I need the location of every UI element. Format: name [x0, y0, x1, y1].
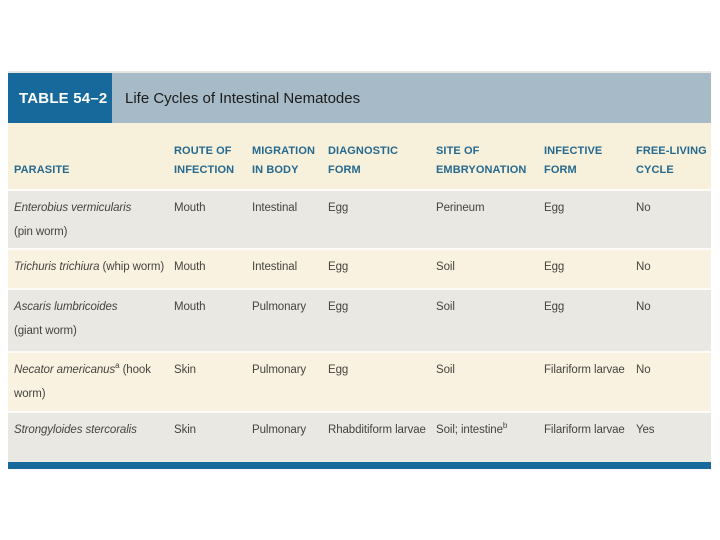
- cell-site: Soil: [436, 261, 455, 273]
- cell-route: Mouth: [174, 301, 206, 313]
- cell-diagnostic: Egg: [328, 261, 349, 273]
- table-header: PARASITE ROUTE OF INFECTION MIGRATION IN…: [8, 123, 711, 190]
- cell-migration: Intestinal: [252, 202, 298, 214]
- cell-parasite: Enterobius vermicularis (pin worm): [8, 190, 168, 249]
- header-line: INFECTION: [174, 164, 235, 176]
- header-line: IN BODY: [252, 164, 299, 176]
- cell-route: Skin: [174, 364, 196, 376]
- cell-infective: Filariform larvae: [544, 424, 625, 436]
- species-name: Ascaris lumbricoides: [14, 301, 118, 313]
- cell-migration: Pulmonary: [252, 364, 307, 376]
- cell-site: Soil: [436, 364, 455, 376]
- column-header-free-living: FREE-LIVING CYCLE: [630, 123, 711, 190]
- cell-parasite: Trichuris trichiura (whip worm): [8, 249, 168, 289]
- column-header-migration: MIGRATION IN BODY: [246, 123, 322, 190]
- species-name: Enterobius vermicularis: [14, 202, 132, 214]
- header-line: DIAGNOSTIC: [328, 145, 399, 157]
- species-name: Trichuris trichiura: [14, 261, 100, 273]
- cell-free-living: No: [636, 364, 651, 376]
- cell-free-living: No: [636, 301, 651, 313]
- table-row-necator: Necator americanusa (hook worm) Skin Pul…: [8, 352, 711, 412]
- cell-infective: Egg: [544, 261, 565, 273]
- life-cycles-table: PARASITE ROUTE OF INFECTION MIGRATION IN…: [8, 123, 711, 462]
- column-header-parasite: PARASITE: [8, 123, 168, 190]
- header-line: FORM: [328, 164, 361, 176]
- cell-diagnostic: Egg: [328, 202, 349, 214]
- common-name: (giant worm): [14, 325, 77, 337]
- cell-parasite: Strongyloides stercoralis: [8, 412, 168, 462]
- cell-site: Soil: [436, 301, 455, 313]
- table-body: Enterobius vermicularis (pin worm) Mouth …: [8, 190, 711, 462]
- cell-diagnostic: Egg: [328, 301, 349, 313]
- nematode-table: TABLE 54–2 Life Cycles of Intestinal Nem…: [8, 71, 711, 469]
- table-number-tag: TABLE 54–2: [8, 73, 112, 123]
- species-name: Necator americanus: [14, 364, 116, 376]
- cell-parasite: Ascaris lumbricoides (giant worm): [8, 289, 168, 352]
- column-header-infective: INFECTIVE FORM: [538, 123, 630, 190]
- table-bottom-rule: [8, 462, 711, 469]
- cell-site: Perineum: [436, 202, 485, 214]
- cell-migration: Intestinal: [252, 261, 298, 273]
- column-header-route: ROUTE OF INFECTION: [168, 123, 246, 190]
- cell-infective: Filariform larvae: [544, 364, 625, 376]
- cell-free-living: No: [636, 202, 651, 214]
- cell-free-living: No: [636, 261, 651, 273]
- cell-migration: Pulmonary: [252, 301, 307, 313]
- header-line: FREE-LIVING: [636, 145, 707, 157]
- header-line: PARASITE: [14, 164, 70, 176]
- header-line: CYCLE: [636, 164, 674, 176]
- cell-route: Mouth: [174, 202, 206, 214]
- common-name: (whip worm): [102, 261, 165, 273]
- table-row-strongyloides: Strongyloides stercoralis Skin Pulmonary…: [8, 412, 711, 462]
- header-line: FORM: [544, 164, 577, 176]
- header-line: ROUTE OF: [174, 145, 232, 157]
- table-title-bar: TABLE 54–2 Life Cycles of Intestinal Nem…: [8, 73, 711, 123]
- cell-site: Soil; intestineb: [430, 412, 538, 462]
- cell-infective: Egg: [544, 301, 565, 313]
- column-header-diagnostic: DIAGNOSTIC FORM: [322, 123, 430, 190]
- cell-diagnostic: Egg: [328, 364, 349, 376]
- common-name: (hook worm): [14, 364, 151, 400]
- site-text: Soil; intestine: [436, 424, 503, 436]
- table-title-text: Life Cycles of Intestinal Nematodes: [112, 73, 711, 123]
- cell-infective: Egg: [544, 202, 565, 214]
- cell-parasite: Necator americanusa (hook worm): [8, 352, 168, 412]
- cell-diagnostic: Rhabditiform larvae: [328, 424, 426, 436]
- cell-route: Mouth: [174, 261, 206, 273]
- column-header-embryonation: SITE OF EMBRYONATION: [430, 123, 538, 190]
- table-row-enterobius: Enterobius vermicularis (pin worm) Mouth …: [8, 190, 711, 249]
- footnote-marker: a: [115, 361, 120, 371]
- table-row-ascaris: Ascaris lumbricoides (giant worm) Mouth P…: [8, 289, 711, 352]
- header-line: SITE OF: [436, 145, 480, 157]
- cell-free-living: Yes: [636, 424, 655, 436]
- header-line: MIGRATION: [252, 145, 316, 157]
- footnote-marker: b: [502, 421, 508, 431]
- cell-route: Skin: [174, 424, 196, 436]
- cell-migration: Pulmonary: [252, 424, 307, 436]
- common-name: (pin worm): [14, 226, 68, 238]
- header-row: PARASITE ROUTE OF INFECTION MIGRATION IN…: [8, 123, 711, 190]
- header-line: EMBRYONATION: [436, 164, 527, 176]
- species-name: Strongyloides stercoralis: [14, 424, 137, 436]
- table-row-trichuris: Trichuris trichiura (whip worm) Mouth In…: [8, 249, 711, 289]
- header-line: INFECTIVE: [544, 145, 603, 157]
